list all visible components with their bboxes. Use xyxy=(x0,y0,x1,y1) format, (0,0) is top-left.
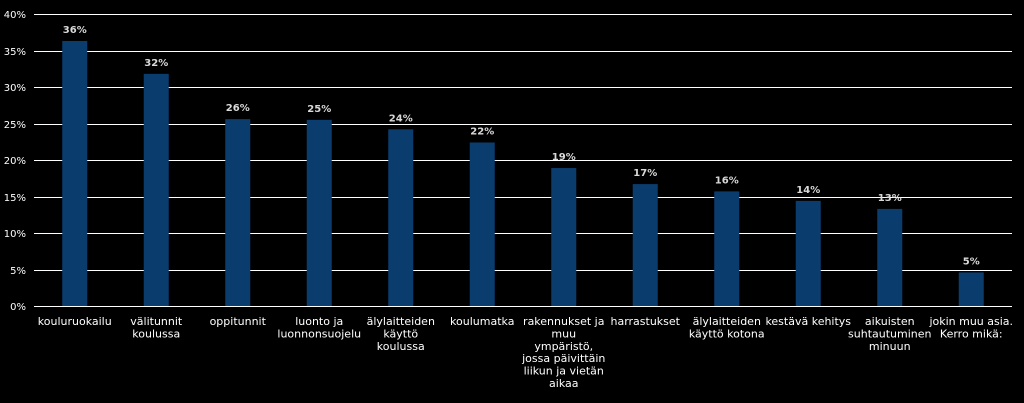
y-tick-label: 0% xyxy=(10,302,26,313)
y-tick-label: 5% xyxy=(10,266,26,277)
bar xyxy=(877,208,903,306)
bar xyxy=(143,73,169,306)
y-tick-label: 35% xyxy=(4,47,26,58)
category-label: aikuisten suhtautuminen minuun xyxy=(848,315,931,353)
data-label: 24% xyxy=(389,113,413,124)
category-label: rakennukset ja muu ympäristö, jossa päivitt… xyxy=(521,315,605,390)
bar xyxy=(795,200,821,306)
data-label: 36% xyxy=(63,25,87,36)
y-tick-label: 10% xyxy=(4,229,26,240)
category-label: oppitunnit xyxy=(210,315,267,328)
category-label: luonto ja luonnonsuojelu xyxy=(277,315,361,340)
data-labels: 36% 32% 26% 25% 24% 22% 19% 17% 16% 14% 13% 5% xyxy=(63,25,980,267)
y-tick-label: 20% xyxy=(4,156,26,167)
category-label: älylaitteiden käyttö koulussa xyxy=(367,315,435,353)
y-tick-label: 25% xyxy=(4,120,26,131)
data-label: 32% xyxy=(144,58,168,69)
data-label: 13% xyxy=(878,193,902,204)
bar xyxy=(632,184,658,306)
data-label: 22% xyxy=(470,126,494,137)
data-label: 5% xyxy=(963,256,980,267)
bar xyxy=(714,191,740,306)
category-label: kestävä kehitys xyxy=(765,315,851,328)
bar xyxy=(225,119,251,307)
data-label: 26% xyxy=(226,103,250,114)
data-label: 19% xyxy=(552,152,576,163)
data-label: 14% xyxy=(796,185,820,196)
y-tick-label: 15% xyxy=(4,193,26,204)
bar xyxy=(469,142,495,306)
category-label: jokin muu asia. Kerro mikä: xyxy=(928,315,1013,340)
bar xyxy=(388,129,414,306)
y-tick-label: 30% xyxy=(4,83,26,94)
category-label: välitunnit koulussa xyxy=(130,315,183,340)
category-label: kouluruokailu xyxy=(38,315,112,328)
bar xyxy=(62,41,88,306)
data-label: 25% xyxy=(307,104,331,115)
data-label: 17% xyxy=(633,168,657,179)
category-label: koulumatka xyxy=(450,315,514,328)
bars xyxy=(62,41,984,307)
bar xyxy=(958,272,984,306)
bar xyxy=(306,119,332,306)
y-tick-label: 40% xyxy=(4,10,26,21)
y-axis-ticks: 0% 5% 10% 15% 20% 25% 30% 35% 40% xyxy=(4,10,26,313)
x-axis-labels: kouluruokailu välitunnit koulussa oppitunni… xyxy=(38,315,1013,390)
gridlines xyxy=(34,14,1012,307)
bar xyxy=(551,168,577,306)
category-label: älylaitteiden käyttö kotona xyxy=(689,315,765,340)
data-label: 16% xyxy=(715,175,739,186)
category-label: harrastukset xyxy=(610,315,680,328)
